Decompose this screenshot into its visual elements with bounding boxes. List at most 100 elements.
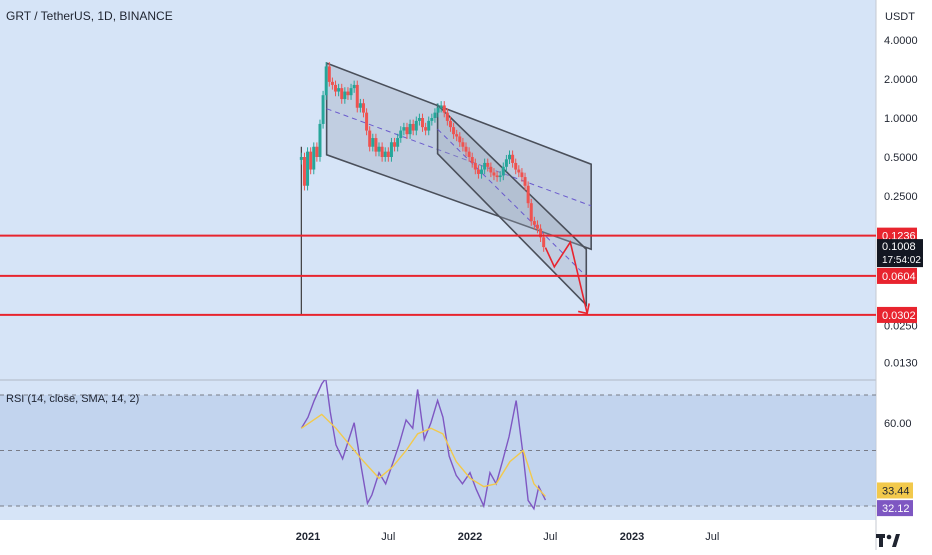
candle-body	[396, 138, 400, 147]
candle-body	[389, 142, 393, 157]
candle-body	[532, 221, 536, 225]
candle-body	[315, 146, 319, 157]
candle-body	[445, 112, 449, 121]
price-tick-4: 0.2500	[884, 191, 918, 203]
price-tick-2: 1.0000	[884, 113, 918, 125]
rsi-layer	[0, 380, 876, 511]
candle-body	[439, 105, 443, 108]
candle-body	[402, 127, 406, 131]
candle-body	[299, 157, 303, 160]
candle-body	[368, 130, 372, 147]
candle-body	[340, 88, 344, 100]
candle-body	[380, 146, 384, 157]
candle-body	[393, 142, 397, 147]
candle-body	[520, 172, 524, 178]
candle-body	[427, 120, 431, 131]
candle-body	[508, 154, 512, 160]
last-price-badge	[877, 239, 923, 268]
price-tick-3: 0.5000	[884, 152, 918, 164]
candles-layer	[299, 62, 546, 316]
candle-body	[355, 84, 359, 108]
level-badge-text-2: 0.0302	[882, 310, 916, 322]
rsi-value-badge-0	[877, 482, 913, 499]
candle-body	[334, 84, 338, 92]
countdown-text: 17:54:02	[882, 255, 921, 266]
channel-midline-main	[326, 108, 592, 207]
candle-body	[455, 134, 459, 137]
candle-body	[386, 151, 390, 157]
price-tick-1: 2.0000	[884, 74, 918, 86]
candle-body	[470, 157, 474, 163]
candle-body	[365, 112, 369, 131]
candle-body	[321, 95, 325, 124]
rsi-value-text-1: 32.12	[882, 503, 910, 515]
candle-body	[417, 118, 421, 121]
candle-body	[346, 91, 350, 96]
last-price-text: 0.1008	[882, 241, 916, 253]
currency-label: USDT	[885, 11, 915, 23]
candle-body	[498, 175, 502, 178]
tradingview-logo	[876, 534, 900, 547]
level-badge-text-1: 0.0604	[882, 271, 916, 283]
descending-channel-main	[325, 62, 592, 251]
candle-body	[529, 203, 533, 222]
candle-body	[374, 138, 378, 152]
candle-body	[458, 136, 462, 143]
candle-body	[421, 118, 425, 128]
candle-body	[473, 162, 477, 170]
candle-body	[492, 172, 496, 176]
candle-body	[523, 177, 527, 186]
time-tick-4: 2023	[620, 531, 644, 543]
price-badges: 0.12360.06040.03020.100817:54:0233.4432.…	[877, 227, 923, 517]
candle-body	[514, 162, 518, 170]
level-badge-2	[877, 306, 917, 323]
candle-body	[539, 228, 543, 238]
rsi-line	[300, 380, 547, 511]
candle-body	[358, 103, 362, 108]
level-lines	[0, 234, 876, 316]
price-tick-0: 4.0000	[884, 35, 918, 47]
level-badge-1	[877, 267, 917, 284]
candle-body	[405, 127, 409, 135]
candle-body	[461, 142, 465, 147]
candle-body	[504, 159, 508, 167]
time-tick-2: 2022	[458, 531, 482, 543]
candle-body	[480, 169, 484, 174]
candle-body	[486, 162, 490, 167]
time-tick-3: Jul	[543, 531, 557, 543]
candle-body	[542, 237, 546, 248]
candle-body	[330, 81, 334, 85]
candle-body	[414, 120, 418, 131]
projection-path	[544, 240, 588, 314]
candle-body	[309, 151, 313, 170]
time-tick-1: Jul	[381, 531, 395, 543]
candle-body	[452, 127, 456, 135]
time-axis-ticks: 2021 Jul 2022 Jul 2023 Jul	[296, 531, 720, 543]
candle-body	[517, 169, 521, 173]
candle-body	[352, 84, 356, 89]
candle-body	[408, 123, 412, 135]
candle-body	[383, 151, 387, 157]
candle-body	[327, 66, 331, 82]
candle-body	[371, 138, 375, 147]
projection-arrows	[544, 240, 590, 315]
price-axis-ticks: 4.0000 2.0000 1.0000 0.5000 0.2500 0.0250 0.01…	[884, 35, 918, 430]
candle-body	[464, 146, 468, 152]
price-tick-6: 0.0130	[884, 357, 918, 369]
candle-body	[337, 88, 341, 92]
arrow-head	[577, 303, 590, 315]
candle-body	[495, 175, 499, 178]
candle-body	[343, 91, 347, 100]
candle-body	[448, 120, 452, 128]
channel-midline-inner	[437, 128, 587, 277]
candle-body	[467, 151, 471, 157]
candle-body	[377, 146, 381, 152]
candle-body	[361, 103, 365, 113]
rsi-value-text-0: 33.44	[882, 485, 910, 497]
rsi-title: RSI (14, close, SMA, 14, 2)	[6, 393, 139, 405]
candle-body	[349, 88, 353, 96]
candle-body	[411, 123, 415, 131]
candle-body	[430, 118, 434, 121]
